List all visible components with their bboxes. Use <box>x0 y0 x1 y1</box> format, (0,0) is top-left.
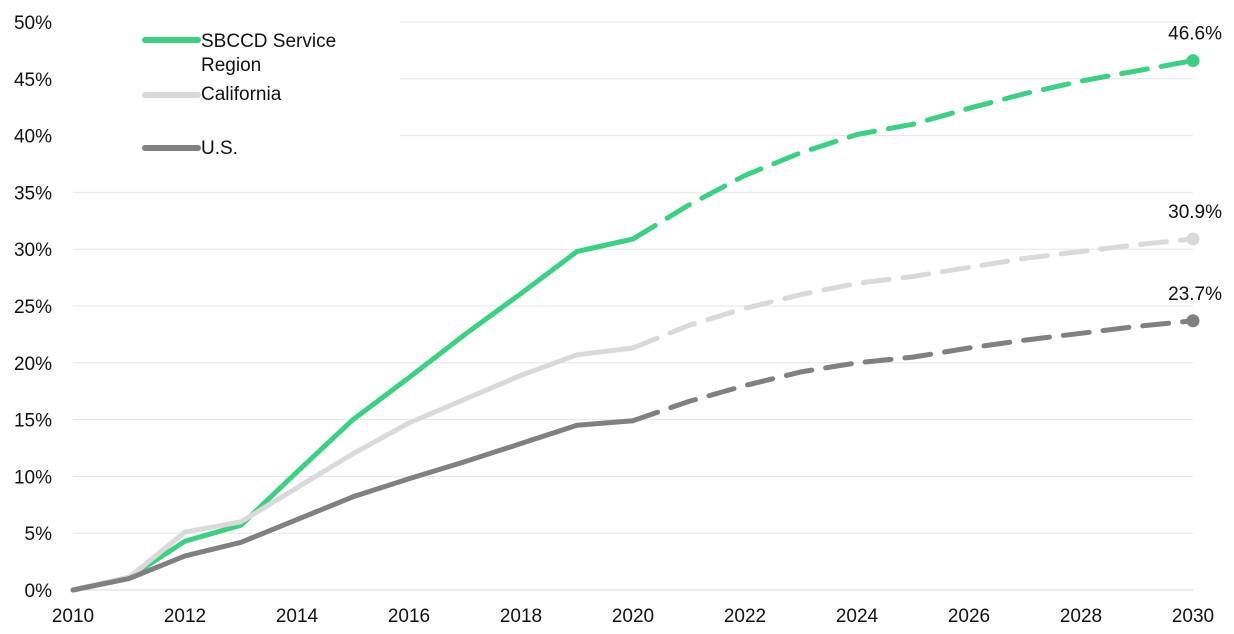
y-tick-label: 10% <box>14 467 52 488</box>
series-line-california-projection <box>630 236 1196 351</box>
y-tick-label: 25% <box>14 297 52 318</box>
legend-label: California <box>201 84 282 105</box>
legend-label: SBCCD Service <box>201 31 336 52</box>
x-tick-label: 2018 <box>500 606 542 627</box>
x-tick-label: 2014 <box>276 606 319 627</box>
legend-item: SBCCD Service Region <box>142 31 336 76</box>
legend: SBCCD Service Region California U.S. <box>142 31 336 159</box>
x-tick-label: 2026 <box>948 606 990 627</box>
end-value-label: 46.6% <box>1168 24 1222 45</box>
series-line-u-s-projection <box>630 318 1196 424</box>
legend-item: U.S. <box>142 138 238 159</box>
x-tick-label: 2010 <box>52 606 94 627</box>
end-point-marker <box>1186 314 1200 328</box>
y-tick-label: 45% <box>14 70 52 91</box>
x-tick-label: 2024 <box>836 606 879 627</box>
x-tick-label: 2028 <box>1060 606 1102 627</box>
end-value-label: 23.7% <box>1168 284 1222 305</box>
x-tick-label: 2012 <box>164 606 206 627</box>
y-tick-label: 40% <box>14 127 52 148</box>
x-tick-label: 2030 <box>1172 606 1214 627</box>
series-line-sbccd-service-region-actual <box>70 236 636 593</box>
end-point-marker <box>1186 232 1200 246</box>
x-tick-label: 2022 <box>724 606 766 627</box>
legend-item: California <box>142 84 282 105</box>
grid-layer <box>73 21 1193 534</box>
y-tick-label: 5% <box>25 524 53 545</box>
end-label-layer: 46.6% 30.9% 23.7% <box>1168 24 1222 305</box>
series-line-sbccd-service-region-projection <box>630 58 1196 242</box>
axis-layer: 0% 5% 10% 15% 20% 25% 30% 35% 40% 45% 50% 2010 2012 2… <box>14 13 1214 627</box>
y-tick-label: 30% <box>14 240 52 261</box>
y-tick-label: 15% <box>14 411 52 432</box>
end-value-label: 30.9% <box>1168 202 1222 223</box>
legend-label: U.S. <box>201 138 238 159</box>
series-line-u-s-actual <box>70 418 636 593</box>
legend-label: Region <box>201 55 261 76</box>
end-point-marker <box>1186 54 1200 68</box>
x-tick-label: 2016 <box>388 606 430 627</box>
y-tick-label: 50% <box>14 13 52 34</box>
series-layer <box>70 54 1200 593</box>
y-tick-label: 35% <box>14 183 52 204</box>
y-tick-label: 0% <box>25 581 53 602</box>
series-line-california-actual <box>70 345 636 593</box>
y-tick-label: 20% <box>14 354 52 375</box>
x-tick-label: 2020 <box>612 606 654 627</box>
